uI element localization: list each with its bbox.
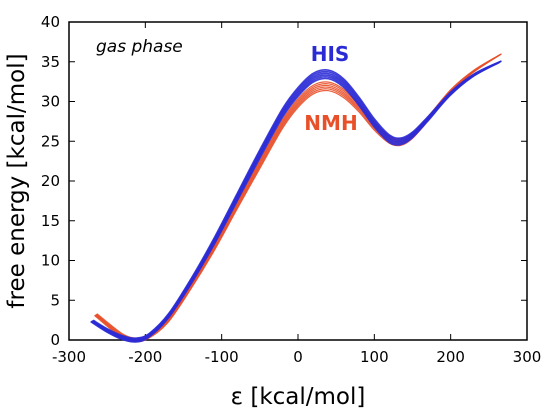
- curve-nmh: [96, 53, 502, 340]
- x-axis-label: ε [kcal/mol]: [231, 384, 366, 410]
- y-tick-label: 40: [41, 13, 60, 31]
- series-label-his: HIS: [311, 42, 350, 66]
- x-tick-label: -100: [205, 348, 239, 366]
- y-tick-label: 15: [41, 212, 60, 230]
- y-tick-label: 25: [41, 132, 60, 150]
- y-axis-label: free energy [kcal/mol]: [4, 53, 30, 308]
- curve-his: [92, 60, 502, 339]
- x-tick-label: 100: [360, 348, 389, 366]
- x-tick-label: 200: [436, 348, 465, 366]
- series-label-nmh: NMH: [304, 111, 357, 135]
- y-tick-label: 35: [41, 53, 60, 71]
- curves-group: [90, 53, 502, 343]
- axis-ticks: -300 -200 -100 0 100 200 300 0 5 10 15 20 25 30 35 40: [41, 13, 541, 366]
- y-tick-label: 0: [50, 331, 60, 349]
- y-tick-label: 10: [41, 252, 60, 270]
- y-tick-label: 5: [50, 291, 60, 309]
- x-tick-label: -300: [52, 348, 86, 366]
- curve-nmh: [96, 53, 502, 339]
- annotation-gas-phase: gas phase: [96, 37, 183, 57]
- x-tick-label: 0: [293, 348, 303, 366]
- x-tick-label: 300: [513, 348, 542, 366]
- y-tick-label: 20: [41, 172, 60, 190]
- x-tick-label: -200: [128, 348, 162, 366]
- y-tick-label: 30: [41, 93, 60, 111]
- plot-frame: [68, 21, 528, 341]
